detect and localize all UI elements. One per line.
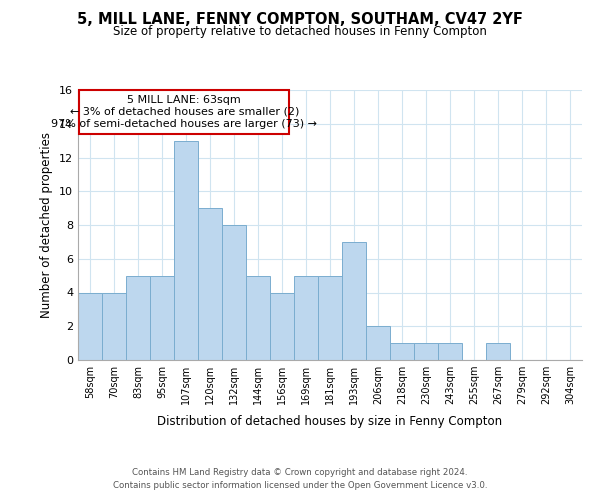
Bar [150,276,174,360]
Text: 97% of semi-detached houses are larger (73) →: 97% of semi-detached houses are larger (… [51,119,317,129]
Bar [318,276,342,360]
Bar [222,225,246,360]
Bar [366,326,390,360]
Bar [78,292,102,360]
Bar [438,343,462,360]
Bar [126,276,150,360]
Bar [294,276,318,360]
Bar [270,292,294,360]
Text: 5, MILL LANE, FENNY COMPTON, SOUTHAM, CV47 2YF: 5, MILL LANE, FENNY COMPTON, SOUTHAM, CV… [77,12,523,28]
Text: Contains public sector information licensed under the Open Government Licence v3: Contains public sector information licen… [113,480,487,490]
Bar [79,90,289,134]
Bar [342,242,366,360]
Text: Size of property relative to detached houses in Fenny Compton: Size of property relative to detached ho… [113,25,487,38]
Bar [414,343,438,360]
Y-axis label: Number of detached properties: Number of detached properties [40,132,53,318]
Bar [486,343,510,360]
X-axis label: Distribution of detached houses by size in Fenny Compton: Distribution of detached houses by size … [157,416,503,428]
Bar [102,292,126,360]
Text: Contains HM Land Registry data © Crown copyright and database right 2024.: Contains HM Land Registry data © Crown c… [132,468,468,477]
Bar [246,276,270,360]
Text: 5 MILL LANE: 63sqm: 5 MILL LANE: 63sqm [127,94,241,104]
Bar [174,140,198,360]
Text: ← 3% of detached houses are smaller (2): ← 3% of detached houses are smaller (2) [70,107,299,117]
Bar [390,343,414,360]
Bar [198,208,222,360]
